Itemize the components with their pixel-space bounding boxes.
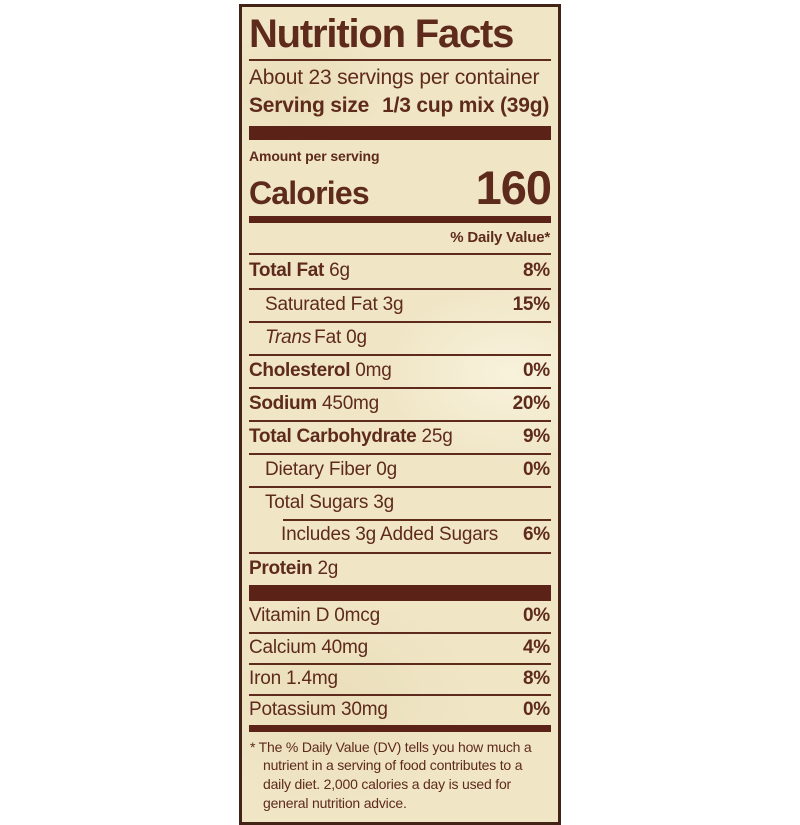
label-title: Nutrition Facts (249, 12, 514, 56)
nutrient-row: Total Fat 6g 8% (249, 255, 551, 288)
nutrient-name: Total Fat (249, 260, 325, 282)
vitamin-row: Iron 1.4mg 8% (249, 662, 551, 694)
serving-size-label: Serving size (249, 93, 370, 117)
thick-separator-protein (249, 584, 551, 601)
medium-separator-footer (249, 724, 551, 732)
nutrient-row: Sodium 450mg 20% (249, 386, 551, 420)
daily-value-footnote: * The % Daily Value (DV) tells you how m… (250, 738, 532, 811)
vitamin-rows: Vitamin D 0mcg 0% Calcium 40mg 4% Iron 1… (249, 601, 551, 725)
vitamin-amount: 0mcg (329, 605, 380, 627)
vitamin-row: Potassium 30mg 0% (249, 693, 551, 725)
nutrient-row: Total Sugars 3g (249, 485, 551, 519)
vitamin-amount: 30mg (335, 699, 388, 721)
nutrient-daily-value: 15% (512, 294, 551, 316)
nutrient-daily-value: 6% (522, 524, 550, 546)
nutrient-text: Cholesterol 0mg (249, 360, 392, 382)
nutrient-text: Trans Fat 0g (265, 327, 367, 349)
calories-label: Calories (249, 174, 370, 211)
page-background: Nutrition Facts About 23 servings per co… (239, 4, 561, 825)
vitamin-name: Potassium (249, 699, 336, 721)
nutrient-text: Dietary Fiber 0g (265, 459, 397, 481)
serving-size-value: 1/3 cup mix (39g) (382, 93, 550, 117)
thick-separator-top (249, 125, 551, 140)
vitamin-daily-value: 4% (522, 637, 550, 659)
vitamin-text: Potassium 30mg (249, 699, 388, 721)
nutrient-amount: 2g (312, 558, 339, 580)
nutrient-text: Protein 2g (249, 558, 338, 580)
nutrient-amount: 3g (377, 294, 404, 316)
nutrient-name: Saturated Fat (265, 294, 378, 316)
nutrient-amount: 25g (416, 426, 453, 448)
vitamin-name: Calcium (249, 637, 317, 659)
vitamin-text: Iron 1.4mg (249, 668, 338, 690)
nutrient-amount: 3g (368, 492, 395, 514)
nutrient-text: Total Carbohydrate 25g (249, 426, 453, 448)
nutrient-daily-value: 8% (522, 260, 550, 282)
vitamin-amount: 40mg (316, 637, 369, 659)
amount-per-serving-label: Amount per serving (249, 147, 380, 164)
serving-size-row: Serving size 1/3 cup mix (39g) (249, 92, 551, 126)
vitamin-text: Calcium 40mg (249, 637, 368, 659)
nutrient-row: Total Carbohydrate 25g 9% (249, 419, 551, 453)
nutrient-row: Trans Fat 0g (249, 320, 551, 354)
servings-per-container: About 23 servings per container (249, 65, 540, 89)
nutrient-row: Cholesterol 0mg 0% (249, 353, 551, 387)
nutrient-name: Protein (249, 558, 313, 580)
nutrient-name: Dietary Fiber (265, 459, 372, 481)
vitamin-text: Vitamin D 0mcg (249, 605, 380, 627)
nutrient-daily-value: 0% (522, 360, 550, 382)
nutrient-italic-prefix: Trans (265, 327, 312, 349)
nutrient-daily-value: 20% (512, 393, 551, 415)
nutrient-amount: 6g (324, 260, 350, 282)
vitamin-row: Vitamin D 0mcg 0% (249, 601, 551, 632)
nutrient-text: Total Fat 6g (249, 260, 350, 282)
nutrient-row: Protein 2g (249, 551, 551, 585)
nutrient-daily-value: 9% (522, 426, 550, 448)
vitamin-amount: 1.4mg (280, 668, 338, 690)
nutrient-amount: 0mg (350, 360, 392, 382)
vitamin-daily-value: 8% (522, 668, 550, 690)
nutrient-text: Includes 3g Added Sugars (281, 524, 498, 546)
calories-row: Calories 160 (249, 160, 552, 216)
nutrient-text: Total Sugars 3g (265, 492, 394, 514)
calories-value: 160 (475, 160, 552, 214)
nutrient-amount: 0g (371, 459, 397, 481)
nutrient-row: Saturated Fat 3g 15% (249, 287, 551, 321)
nutrient-row: Includes 3g Added Sugars 6% (249, 518, 551, 552)
nutrient-rows: Total Fat 6g 8% Saturated Fat 3g 15% Tra… (249, 255, 551, 585)
nutrient-amount: 450mg (316, 393, 380, 415)
nutrient-name: Total Sugars (265, 492, 369, 514)
nutrient-name: Total Carbohydrate (249, 426, 417, 448)
medium-separator-calories (249, 215, 551, 223)
title-divider (249, 58, 551, 61)
daily-value-header: % Daily Value* (249, 223, 551, 255)
vitamin-name: Vitamin D (249, 605, 330, 627)
nutrient-name: Sodium (249, 393, 317, 415)
nutrient-name: Includes 3g Added Sugars (281, 524, 499, 546)
nutrient-text: Saturated Fat 3g (265, 294, 404, 316)
vitamin-daily-value: 0% (522, 605, 550, 627)
nutrient-daily-value: 0% (522, 459, 550, 481)
vitamin-name: Iron (249, 668, 281, 690)
vitamin-row: Calcium 40mg 4% (249, 631, 551, 663)
nutrient-row: Dietary Fiber 0g 0% (249, 452, 551, 486)
vitamin-daily-value: 0% (522, 699, 550, 721)
nutrition-facts-label: Nutrition Facts About 23 servings per co… (239, 4, 561, 825)
nutrient-amount: 0g (341, 327, 367, 349)
nutrient-text: Sodium 450mg (249, 393, 379, 415)
nutrient-name: Cholesterol (249, 360, 351, 382)
nutrient-name: Fat (314, 327, 342, 349)
